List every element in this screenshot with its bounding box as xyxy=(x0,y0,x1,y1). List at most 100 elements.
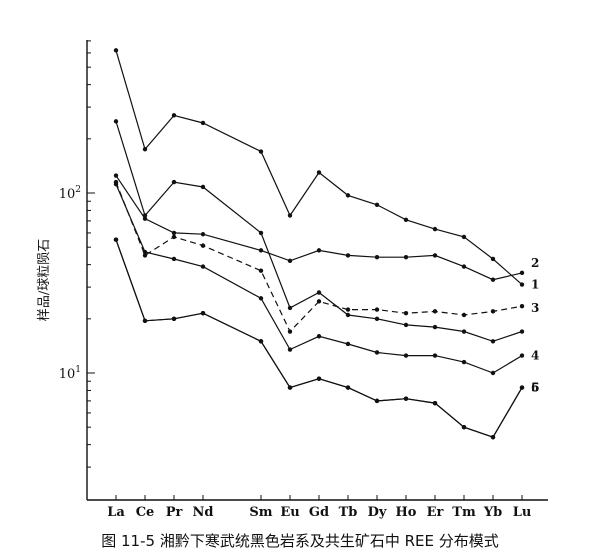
data-point xyxy=(345,253,351,258)
data-point xyxy=(519,270,525,276)
data-point xyxy=(403,353,409,358)
data-point xyxy=(258,230,264,236)
data-point xyxy=(258,149,264,154)
data-point xyxy=(461,234,467,240)
series-line-2 xyxy=(115,175,523,281)
data-point xyxy=(142,216,148,221)
x-tick-label-ce: Ce xyxy=(136,505,155,520)
data-point xyxy=(461,329,467,334)
data-point xyxy=(461,359,467,365)
series-label-2: 2 xyxy=(531,256,539,270)
data-point xyxy=(258,248,264,253)
data-point xyxy=(519,385,525,390)
data-point xyxy=(287,347,293,352)
data-point xyxy=(142,318,148,323)
series-label-1: 1 xyxy=(531,278,539,292)
data-point xyxy=(287,385,293,390)
data-point xyxy=(200,232,206,237)
x-tick-label-dy: Dy xyxy=(368,505,387,520)
data-point xyxy=(171,234,177,240)
x-tick-label-nd: Nd xyxy=(193,505,214,520)
y-tick-label: 101 xyxy=(59,365,81,382)
series-label-5: 5 xyxy=(531,381,539,395)
data-point xyxy=(490,339,496,344)
data-point xyxy=(316,170,322,175)
x-tick-label-pr: Pr xyxy=(166,505,183,520)
data-point xyxy=(374,316,380,322)
data-point xyxy=(403,322,409,328)
data-point xyxy=(519,353,525,358)
data-point xyxy=(345,193,351,198)
series-line-4 xyxy=(115,183,523,374)
data-point xyxy=(113,237,119,242)
data-point xyxy=(171,179,177,185)
data-point xyxy=(345,307,351,312)
data-point xyxy=(171,230,177,236)
data-point xyxy=(403,217,409,222)
data-point xyxy=(490,434,496,440)
data-point xyxy=(113,181,119,187)
x-tick-label-tb: Tb xyxy=(339,505,358,520)
x-tick-label-la: La xyxy=(107,505,125,520)
data-point xyxy=(113,173,119,178)
data-point xyxy=(432,253,438,258)
data-point xyxy=(432,309,438,314)
data-point xyxy=(519,304,525,309)
data-point xyxy=(403,310,409,316)
series-points xyxy=(113,48,525,440)
data-point xyxy=(345,341,351,347)
data-point xyxy=(432,353,438,358)
series-label-4: 4 xyxy=(531,349,539,363)
data-point xyxy=(461,312,467,318)
data-point xyxy=(519,329,525,334)
data-point xyxy=(432,400,438,406)
series-line-6 xyxy=(115,239,523,438)
data-point xyxy=(345,312,351,318)
data-point xyxy=(490,370,496,376)
data-point xyxy=(403,254,409,260)
data-point xyxy=(258,268,264,273)
x-tick-label-eu: Eu xyxy=(280,505,299,520)
axes xyxy=(86,40,548,501)
x-tick-label-lu: Lu xyxy=(513,505,532,520)
x-tick-label-yb: Yb xyxy=(483,505,502,520)
data-point xyxy=(345,385,351,390)
data-point xyxy=(490,309,496,314)
data-point xyxy=(316,248,322,253)
figure-caption: 图 11-5 湘黔下寒武统黑色岩系及共生矿石中 REE 分布模式 xyxy=(101,532,499,550)
data-point xyxy=(403,396,409,401)
series-label-3: 3 xyxy=(531,301,539,315)
x-tick-label-er: Er xyxy=(427,505,444,520)
data-point xyxy=(287,213,293,218)
series-line-1 xyxy=(115,50,523,286)
data-point xyxy=(490,256,496,262)
data-point xyxy=(171,113,177,118)
data-point xyxy=(519,282,525,287)
series-line-unlabeled xyxy=(115,121,523,342)
x-tick-labels: La Ce Pr Nd Sm Eu Gd Tb Dy Ho Er Tm Yb Lu xyxy=(107,505,531,520)
data-point xyxy=(374,254,380,260)
series-labels: 2 1 3 4 56 xyxy=(531,256,539,395)
data-point xyxy=(113,119,119,124)
data-point xyxy=(200,264,206,269)
data-point xyxy=(432,324,438,330)
data-point xyxy=(374,350,380,355)
data-point xyxy=(374,202,380,207)
data-point xyxy=(258,339,264,344)
series-line-3 xyxy=(115,181,523,333)
data-point xyxy=(316,376,322,381)
data-point xyxy=(287,329,293,334)
data-point xyxy=(461,424,467,430)
series-label-6: 6 xyxy=(531,381,539,395)
data-point xyxy=(200,184,206,190)
x-tick-label-gd: Gd xyxy=(309,505,329,520)
data-point xyxy=(142,147,148,152)
x-tick-label-ho: Ho xyxy=(396,505,417,520)
data-point xyxy=(258,296,264,301)
data-point xyxy=(316,299,322,304)
data-point xyxy=(171,256,177,262)
y-axis-label: 样品/球粒陨石 xyxy=(37,239,52,321)
data-point xyxy=(490,277,496,282)
x-tick-label-sm: Sm xyxy=(249,505,272,520)
